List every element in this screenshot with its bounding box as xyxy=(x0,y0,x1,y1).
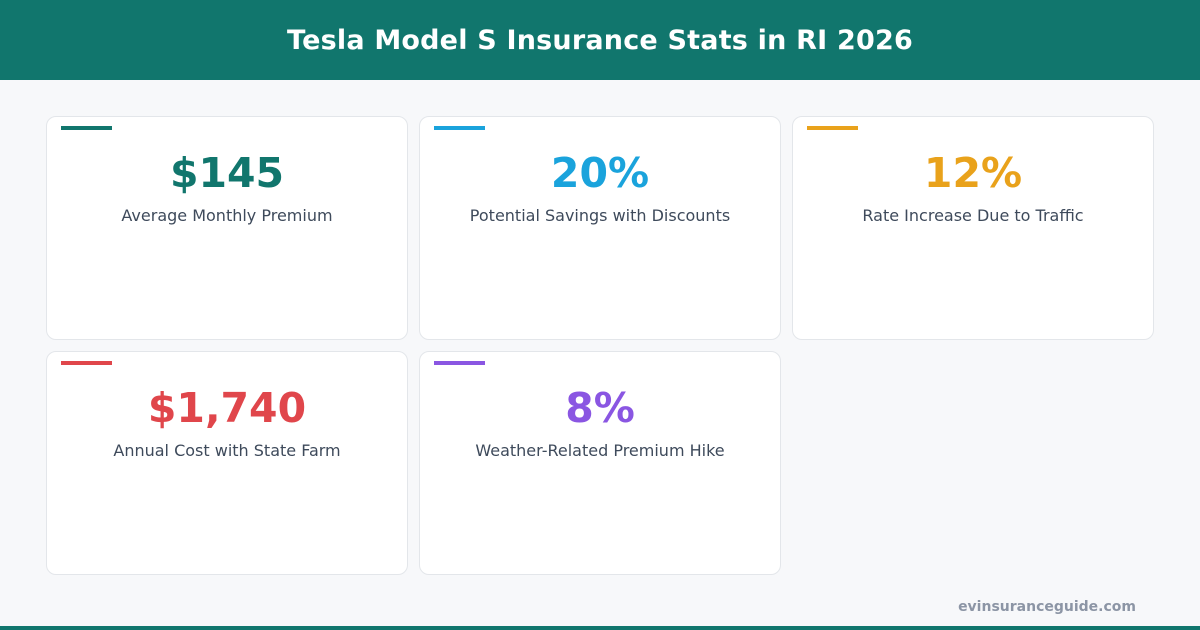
stat-card: $1,740 Annual Cost with State Farm xyxy=(46,351,408,575)
stat-label: Potential Savings with Discounts xyxy=(469,206,731,225)
stat-label: Rate Increase Due to Traffic xyxy=(862,206,1084,225)
bottom-border xyxy=(0,626,1200,630)
stat-value: 20% xyxy=(550,149,650,197)
stat-value: 8% xyxy=(565,384,635,432)
title: Tesla Model S Insurance Stats in RI 2026 xyxy=(287,24,913,56)
stat-card: 20% Potential Savings with Discounts xyxy=(419,116,781,340)
stat-label: Weather-Related Premium Hike xyxy=(475,441,725,460)
stat-value: 12% xyxy=(923,149,1023,197)
header: Tesla Model S Insurance Stats in RI 2026 xyxy=(0,0,1200,80)
stat-card: 8% Weather-Related Premium Hike xyxy=(419,351,781,575)
stat-card: $145 Average Monthly Premium xyxy=(46,116,408,340)
stat-value: $1,740 xyxy=(147,384,307,432)
accent-bar xyxy=(434,126,485,130)
card-grid: $145 Average Monthly Premium 20% Potential … xyxy=(46,116,1154,575)
source: evinsuranceguide.com xyxy=(958,599,1136,615)
accent-bar xyxy=(61,361,112,365)
accent-bar xyxy=(434,361,485,365)
stat-label: Average Monthly Premium xyxy=(121,206,333,225)
accent-bar xyxy=(61,126,112,130)
stat-card: 12% Rate Increase Due to Traffic xyxy=(792,116,1154,340)
stat-label: Annual Cost with State Farm xyxy=(113,441,341,460)
accent-bar xyxy=(807,126,858,130)
stat-value: $145 xyxy=(169,149,285,197)
